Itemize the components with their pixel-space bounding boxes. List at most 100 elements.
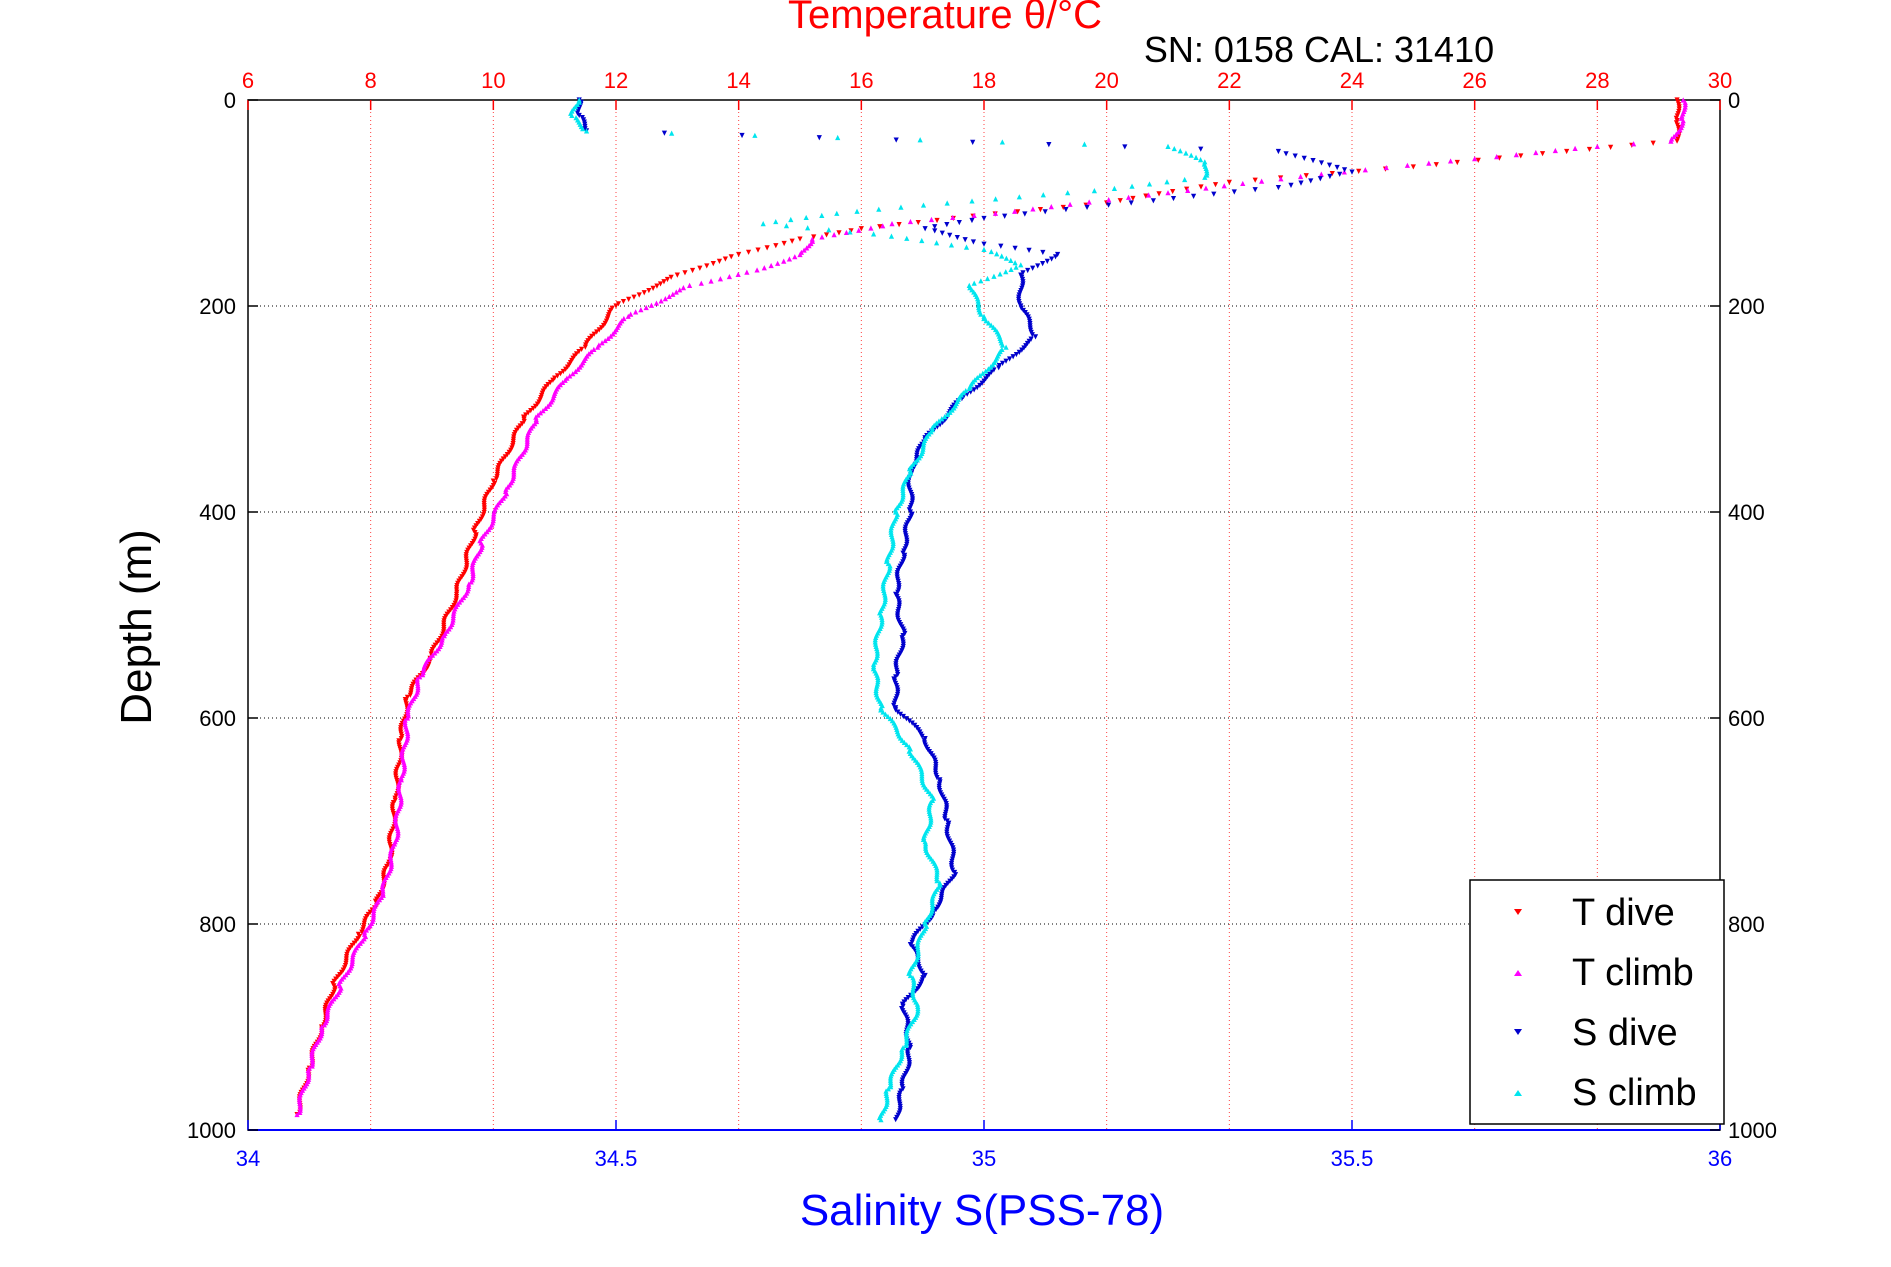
data-point-interp	[350, 951, 356, 958]
data-point-interp	[1513, 151, 1519, 158]
data-point	[1275, 184, 1281, 191]
data-point-interp	[387, 854, 394, 860]
legend-marker-s-dive	[1514, 1029, 1522, 1035]
data-point-interp	[704, 263, 710, 269]
data-point-interp	[309, 1061, 316, 1067]
data-point-interp	[710, 261, 716, 267]
data-point	[754, 267, 760, 273]
data-point-interp	[1012, 245, 1018, 251]
data-point-interp	[922, 919, 928, 925]
data-point-interp	[669, 130, 675, 136]
data-point-interp	[890, 540, 896, 546]
data-point-interp	[1671, 134, 1677, 140]
data-point	[871, 231, 877, 237]
data-point-interp	[878, 707, 884, 713]
data-point-interp	[388, 859, 394, 865]
data-point-interp	[594, 329, 600, 335]
data-point-interp	[906, 718, 912, 724]
data-point-interp	[580, 126, 586, 132]
data-point-interp	[432, 650, 438, 656]
data-point-interp	[915, 939, 921, 945]
series-s-climb	[568, 97, 1210, 1123]
data-point-interp	[493, 476, 500, 482]
data-point-interp	[1122, 144, 1128, 150]
data-point	[1349, 169, 1355, 175]
data-point-interp	[835, 134, 841, 141]
data-point-interp	[631, 294, 637, 300]
data-point	[533, 416, 539, 422]
data-point-interp	[450, 615, 456, 621]
data-point-interp	[970, 139, 976, 145]
data-point-interp	[1552, 147, 1558, 154]
data-point-interp	[1454, 159, 1460, 166]
data-point-interp	[939, 230, 945, 236]
data-point-interp	[1183, 150, 1189, 156]
data-point-interp	[984, 275, 991, 282]
data-point-interp	[1130, 195, 1136, 202]
data-point-interp	[792, 254, 798, 260]
data-point-interp	[910, 983, 917, 990]
data-point	[809, 236, 815, 242]
data-point-interp	[985, 366, 991, 372]
data-point	[1564, 148, 1570, 155]
data-point-interp	[1650, 140, 1656, 146]
data-point	[1165, 190, 1171, 196]
tick-label-temp: 16	[849, 68, 873, 93]
data-point-interp	[717, 276, 724, 282]
data-point-interp	[1496, 155, 1502, 161]
data-point-interp	[895, 709, 901, 715]
legend-label-s-climb: S climb	[1572, 1072, 1697, 1114]
data-point-interp	[974, 374, 980, 381]
data-point	[981, 215, 987, 222]
data-point-interp	[605, 335, 611, 341]
data-point	[1318, 171, 1324, 177]
data-point-interp	[745, 249, 752, 255]
data-point-interp	[928, 216, 935, 223]
data-point-interp	[781, 258, 787, 264]
data-point-interp	[421, 665, 427, 671]
data-point-interp	[788, 216, 794, 223]
data-point-interp	[880, 581, 886, 587]
data-point-interp	[407, 692, 413, 698]
data-point-interp	[664, 276, 671, 283]
data-point-interp	[1008, 257, 1014, 263]
data-point-interp	[939, 416, 945, 422]
data-point-interp	[638, 307, 644, 313]
data-point-interp	[1198, 146, 1204, 152]
data-point-interp	[1040, 261, 1046, 267]
data-point-interp	[1105, 202, 1112, 208]
legend: T dive T climb S dive S climb	[1469, 879, 1725, 1125]
data-point-interp	[915, 219, 921, 226]
x-axis-label-salinity: Salinity S(PSS-78)	[800, 1186, 1164, 1235]
data-point-interp	[420, 672, 426, 678]
data-point-interp	[971, 212, 977, 218]
data-point-interp	[816, 135, 822, 141]
data-point-interp	[1356, 168, 1362, 174]
data-point-interp	[977, 382, 983, 389]
data-point-interp	[1086, 199, 1092, 205]
data-point-interp	[1329, 170, 1335, 177]
data-point-interp	[673, 289, 679, 295]
data-point-interp	[1015, 209, 1021, 215]
data-point-interp	[1143, 193, 1149, 199]
data-point-interp	[882, 711, 889, 717]
data-point-interp	[708, 278, 714, 284]
data-point-interp	[1252, 177, 1258, 183]
data-point-interp	[805, 225, 811, 231]
data-point-interp	[934, 775, 940, 781]
data-point	[996, 365, 1002, 371]
data-point	[907, 468, 913, 474]
tick-label-sal: 35.5	[1331, 1146, 1374, 1171]
legend-item-s-dive: S dive	[1514, 1012, 1678, 1054]
data-point-interp	[909, 720, 915, 726]
data-point-interp	[789, 238, 795, 244]
data-point-interp	[819, 234, 825, 240]
data-point	[1410, 164, 1416, 170]
tick-label-sal: 34.5	[595, 1146, 638, 1171]
data-point-interp	[1002, 213, 1008, 219]
data-point-interp	[439, 637, 445, 643]
data-point-interp	[880, 223, 886, 229]
data-point-interp	[880, 583, 886, 589]
data-point-interp	[892, 507, 898, 513]
data-point-interp	[615, 301, 622, 307]
